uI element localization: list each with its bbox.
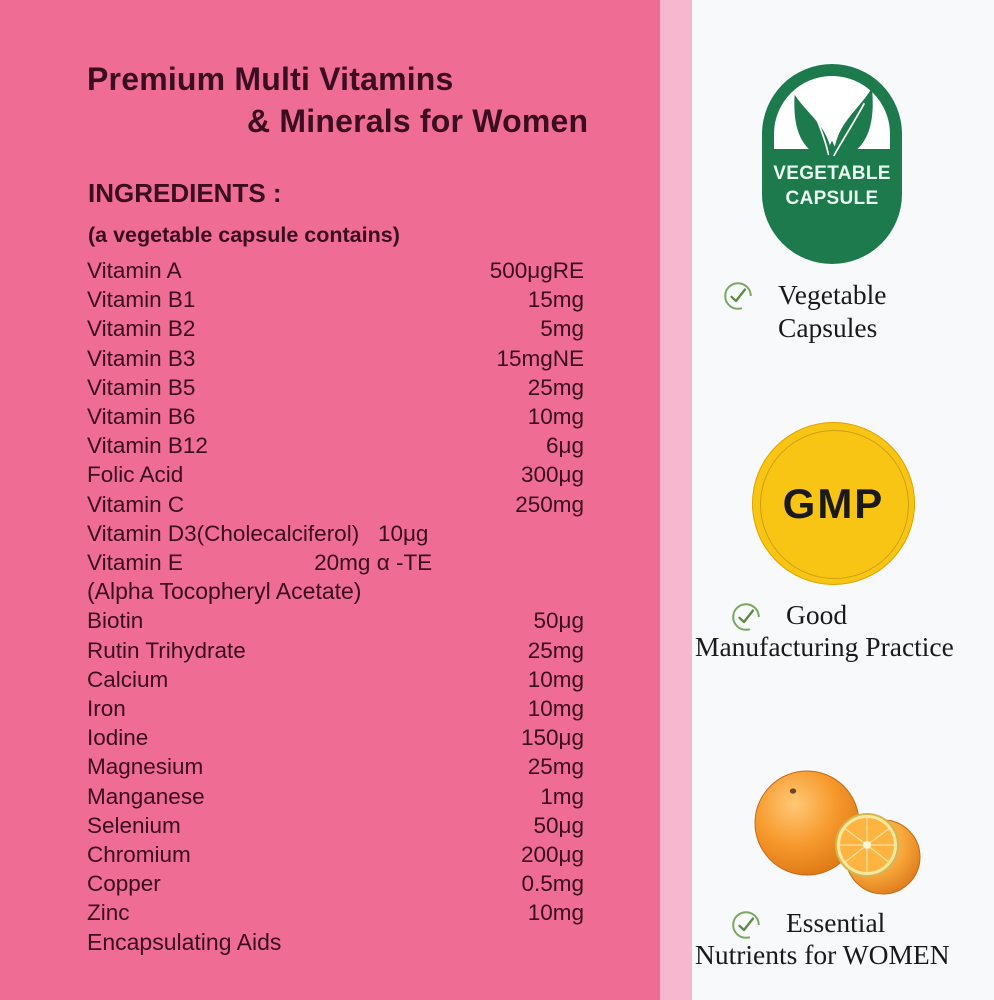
svg-text:VEGETABLE: VEGETABLE — [773, 163, 890, 184]
svg-text:CAPSULE: CAPSULE — [786, 188, 879, 209]
